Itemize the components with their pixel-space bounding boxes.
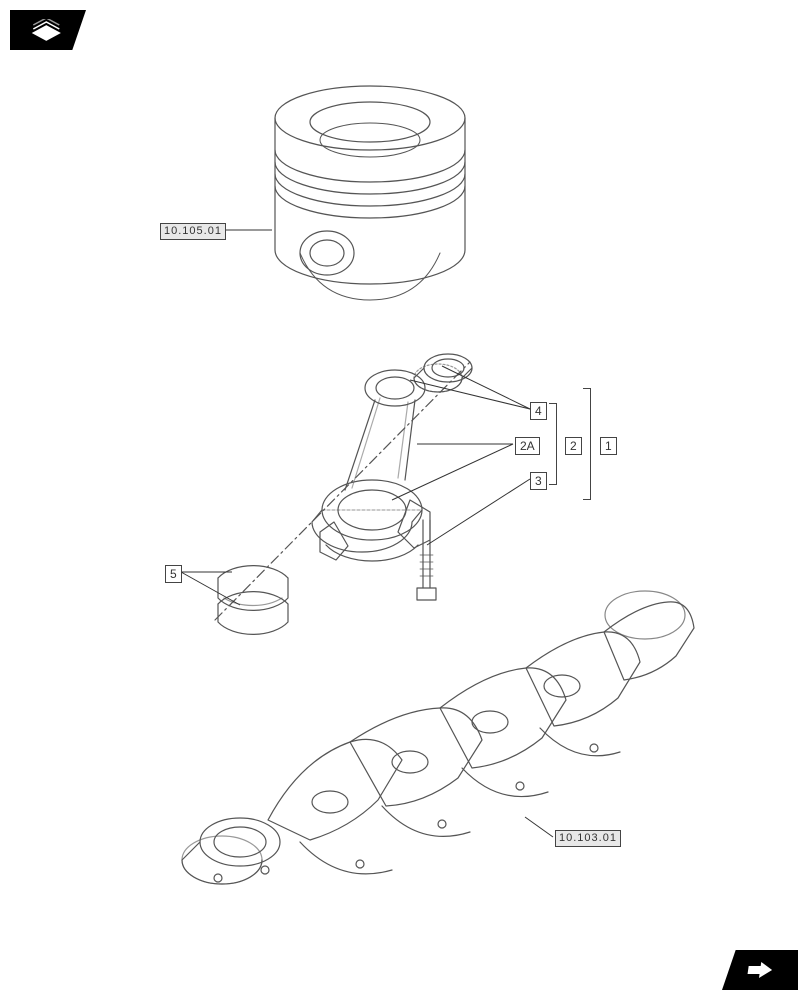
big-end-bearing-shells <box>218 566 288 635</box>
rod-bolt <box>417 520 436 600</box>
callout-5: 5 <box>165 565 182 583</box>
callout-4: 4 <box>530 402 547 420</box>
callout-2: 2 <box>565 437 582 455</box>
callout-1: 1 <box>600 437 617 455</box>
ref-crankshaft: 10.103.01 <box>555 830 621 847</box>
callout-2a: 2A <box>515 437 540 455</box>
exploded-drawing <box>0 0 808 1000</box>
connecting-rod <box>312 370 430 561</box>
bracket-group-1 <box>590 388 591 500</box>
callout-3: 3 <box>530 472 547 490</box>
small-end-bushing <box>414 354 472 392</box>
page: 10.105.01 10.103.01 5 4 2A 3 2 1 <box>0 0 808 1000</box>
piston <box>275 86 465 300</box>
ref-piston: 10.105.01 <box>160 223 226 240</box>
bracket-group-2 <box>556 403 557 485</box>
